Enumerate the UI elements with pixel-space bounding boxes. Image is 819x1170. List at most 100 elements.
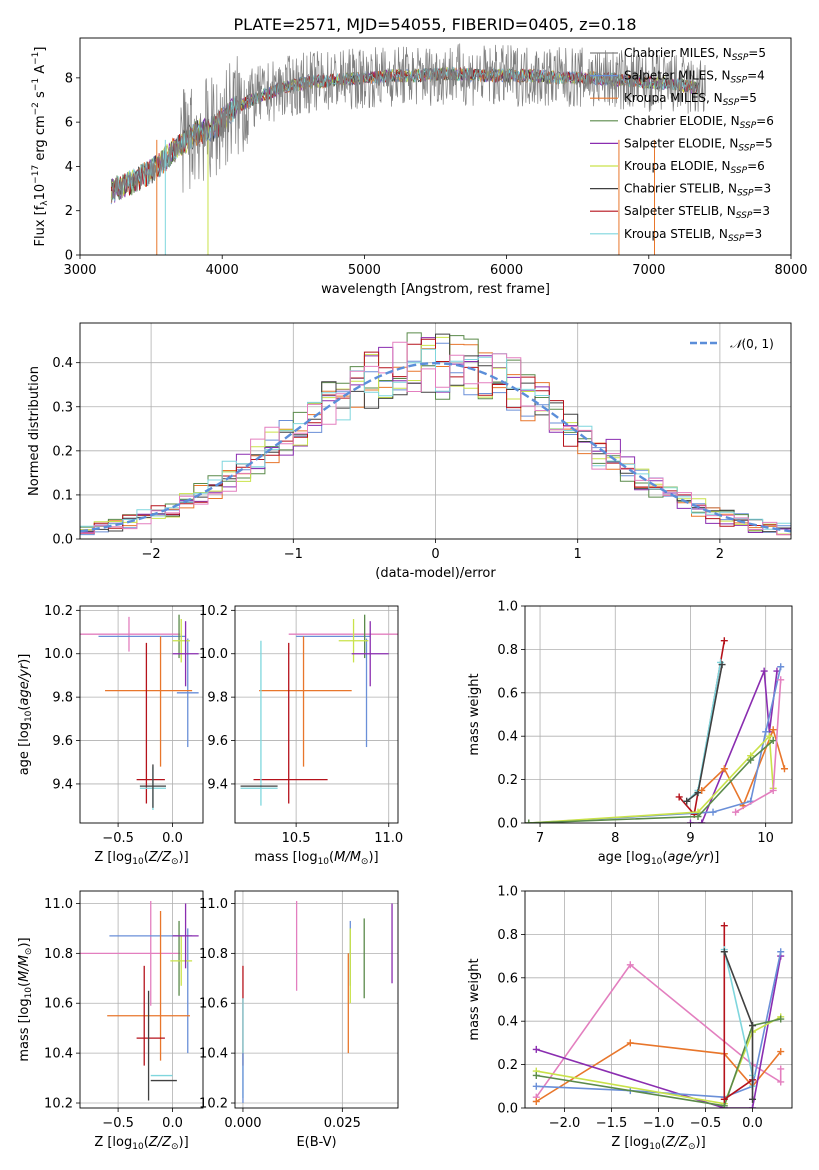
mass-vs-extinction-panel: 0.000 0.025 10.2 10.4 10.6 10.8 11.0 E(B-V) [199, 890, 399, 1150]
weight-point-marker [532, 1097, 540, 1105]
x-tick-label: 0.0 [162, 1116, 183, 1131]
spectrum-lines [110, 43, 706, 255]
y-tick-label: 0.0 [497, 817, 518, 832]
ticks: −0.5 0.0 10.2 10.4 10.6 10.8 11.0 [44, 897, 183, 1131]
weight-point-marker [777, 1048, 785, 1056]
x-tick-label: 9 [686, 831, 694, 846]
weight-point-marker [769, 737, 777, 745]
x-axis-label: Z [log10(Z/Z⊙)] [94, 850, 188, 867]
y-tick-label: 11.0 [199, 897, 228, 912]
x-tick-label: −2 [142, 547, 161, 562]
weight-point-marker [777, 948, 785, 956]
x-tick-label: −0.5 [102, 1116, 134, 1131]
mass-vs-metallicity-panel: −0.5 0.0 10.2 10.4 10.6 10.8 11.0 Z [log10(Z/Z⊙… [17, 890, 204, 1152]
y-tick-label: 0 [65, 249, 73, 264]
y-tick-label: 0.6 [497, 971, 518, 986]
x-tick-label: −1 [284, 547, 303, 562]
legend-label: Salpeter ELODIE, NSSP=5 [624, 136, 773, 153]
weight-point-marker [675, 793, 683, 801]
x-axis-label: Z [log10(Z/Z⊙)] [611, 1135, 705, 1152]
weight-point-marker [694, 812, 702, 820]
x-tick-label: −1.0 [643, 1116, 675, 1131]
x-tick-label: −1.5 [596, 1116, 628, 1131]
weight-point-marker [762, 728, 770, 736]
y-tick-label: 2 [65, 204, 73, 219]
axes-frame [524, 890, 793, 1109]
weight-point-marker [698, 786, 706, 794]
y-tick-label: 9.4 [52, 777, 73, 792]
axes-frame [79, 890, 204, 1109]
x-axis-label: age [log10(age/yr)] [598, 850, 720, 867]
weight-point-marker [720, 922, 728, 930]
weight-series-line [528, 666, 782, 823]
y-tick-label: 11.0 [44, 897, 73, 912]
y-tick-label: 0.8 [497, 643, 518, 658]
x-axis-label: E(B-V) [296, 1135, 336, 1150]
y-axis-label: mass [log10(M/M⊙)] [17, 937, 34, 1061]
axes-frame [524, 605, 793, 824]
y-tick-label: 9.8 [207, 691, 228, 706]
weight-point-marker [720, 1102, 728, 1108]
weight-point-marker [777, 676, 785, 684]
y-tick-label: 0.1 [52, 488, 73, 503]
weight-point-marker [769, 726, 777, 734]
weight-series-line [536, 955, 782, 1108]
x-tick-label: −2.0 [549, 1116, 581, 1131]
y-tick-label: 9.4 [207, 777, 228, 792]
grid [235, 891, 398, 1108]
weight-point-marker [709, 808, 717, 816]
weight-point-marker [777, 1015, 785, 1023]
x-tick-label: 1 [574, 547, 582, 562]
mass-weight-vs-age-panel: 7 8 9 10 0.0 0.2 0.4 0.6 0.8 1.0 age [log10(age/yr… [467, 600, 793, 867]
weight-lines [525, 637, 788, 823]
weight-point-marker [749, 1022, 757, 1030]
legend-label: Salpeter STELIB, NSSP=3 [624, 204, 770, 221]
ticks: −2 −1 0 1 2 0.0 0.1 0.2 0.3 0.4 [52, 356, 724, 562]
weight-point-marker [532, 1045, 540, 1053]
y-tick-label: 0.2 [497, 1058, 518, 1073]
weight-point-marker [732, 808, 740, 816]
y-tick-label: 10.2 [199, 1097, 228, 1112]
y-axis-label: mass weight [467, 673, 482, 755]
histogram-step [80, 341, 791, 536]
legend-label: Kroupa ELODIE, NSSP=6 [624, 159, 765, 176]
weight-point-marker [626, 961, 634, 969]
y-tick-label: 0.2 [52, 444, 73, 459]
normal-curve [80, 361, 791, 533]
weight-point-marker [720, 637, 728, 645]
weight-point-marker [780, 765, 788, 773]
x-tick-label: 6000 [490, 263, 523, 278]
legend-label: Salpeter MILES, NSSP=4 [624, 69, 765, 86]
weight-point-marker [765, 732, 773, 740]
grid [80, 891, 203, 1108]
y-tick-label: 10.0 [44, 647, 73, 662]
y-tick-label: 4 [65, 160, 73, 175]
y-tick-label: 9.6 [52, 734, 73, 749]
error-bars [242, 900, 393, 1104]
weight-series-line [723, 951, 754, 1100]
x-tick-label: 0.000 [224, 1116, 261, 1131]
y-tick-label: 10.2 [44, 604, 73, 619]
age-vs-metallicity-panel: −0.5 0.0 9.4 9.6 9.8 10.0 10.2 Z [log10(Z/Z⊙)] a… [17, 604, 204, 867]
weight-series-line [536, 1018, 781, 1107]
y-axis-label: age [log10(age/yr)] [17, 654, 34, 776]
y-tick-label: 0.6 [497, 686, 518, 701]
y-tick-label: 0.4 [52, 356, 73, 371]
weight-point-marker [749, 1104, 757, 1108]
error-bars [240, 614, 398, 806]
x-tick-label: 4000 [206, 263, 239, 278]
error-bars [80, 900, 199, 1101]
y-tick-label: 10.4 [44, 1047, 73, 1062]
x-tick-label: 10.5 [282, 831, 311, 846]
spectrum-title: PLATE=2571, MJD=54055, FIBERID=0405, z=0… [233, 15, 636, 34]
y-tick-label: 9.8 [52, 691, 73, 706]
y-tick-label: 10.0 [199, 647, 228, 662]
ticks: −2.0 −1.5 −1.0 −0.5 0.0 0.0 0.2 0.4 0.6 0.8 1.0 [497, 885, 763, 1132]
legend-label: Chabrier ELODIE, NSSP=6 [624, 114, 774, 131]
y-tick-label: 0.2 [497, 773, 518, 788]
y-tick-label: 10.6 [44, 997, 73, 1012]
x-tick-label: 10 [757, 831, 774, 846]
y-tick-label: 1.0 [497, 885, 518, 900]
ticks: 7 8 9 10 0.0 0.2 0.4 0.6 0.8 1.0 [497, 600, 774, 847]
